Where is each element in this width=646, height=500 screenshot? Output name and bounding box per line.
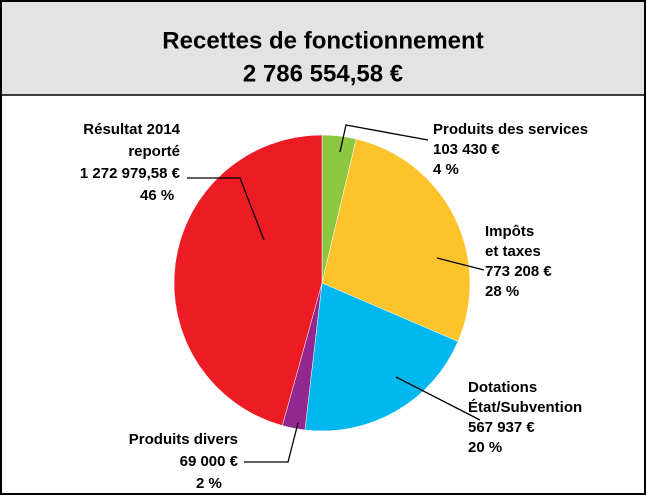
slice-label: reporté (128, 143, 180, 160)
slice-label: Produits divers (129, 431, 238, 448)
percent-label: 28 % (485, 283, 519, 300)
percent-label: 46 % (140, 187, 174, 204)
leader-line (187, 177, 265, 241)
chart-subtitle: 2 786 554,58 € (243, 60, 403, 87)
value-label: 69 000 € (180, 453, 239, 470)
slice-label: Impôts (485, 223, 534, 240)
chart-title: Recettes de fonctionnement (162, 27, 483, 54)
pie-slice (304, 282, 459, 432)
slice-label: Dotations (468, 379, 537, 396)
value-label: 103 430 € (433, 141, 500, 158)
labels: Produits des services 103 430 € 4 % Impôts e… (80, 121, 588, 492)
pie (173, 134, 471, 432)
percent-label: 20 % (468, 439, 502, 456)
leader-line (436, 257, 485, 271)
slice-label: Produits des services (433, 121, 588, 138)
leader-lines (187, 124, 485, 463)
percent-label: 2 % (196, 475, 222, 492)
leader-line (395, 376, 481, 421)
value-label: 773 208 € (485, 263, 552, 280)
leader-line (339, 124, 429, 153)
slice-label: et taxes (485, 243, 541, 260)
slice-label: État/Subvention (468, 399, 582, 416)
leader-line (244, 422, 299, 463)
percent-label: 4 % (433, 161, 459, 178)
slice-label: Résultat 2014 (83, 121, 180, 138)
pie-slice (173, 134, 323, 426)
pie-slice (321, 138, 471, 342)
header (2, 2, 644, 95)
value-label: 567 937 € (468, 419, 535, 436)
value-label: 1 272 979,58 € (80, 165, 181, 182)
